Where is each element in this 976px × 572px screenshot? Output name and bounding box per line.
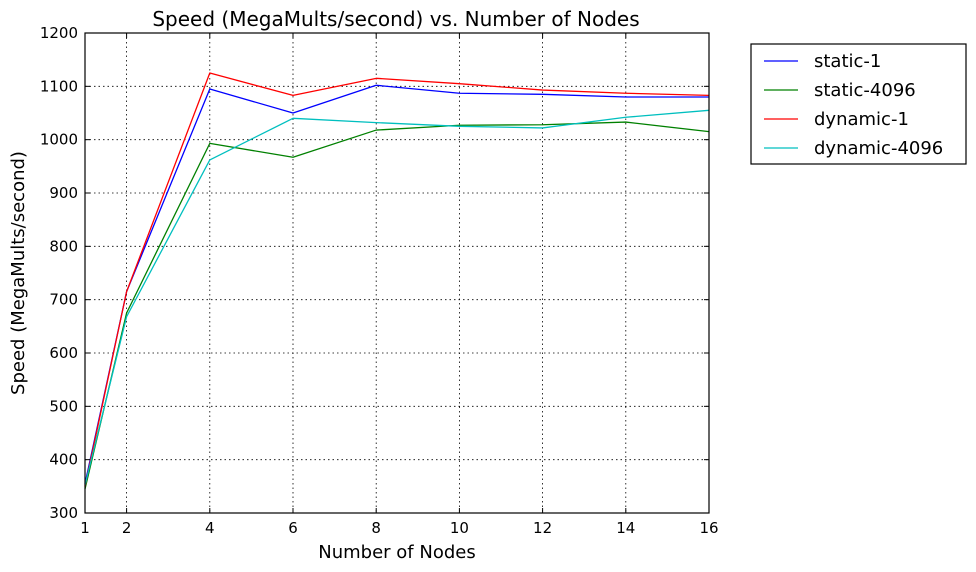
y-axis-label: Speed (MegaMults/second) bbox=[8, 151, 29, 395]
legend-items: static-1 static-4096 dynamic-1 dynamic-4096 bbox=[764, 51, 943, 159]
plot-frame bbox=[84, 32, 710, 514]
y-tick-label: 400 bbox=[49, 451, 78, 469]
x-tick-label: 2 bbox=[122, 519, 132, 537]
series-line-dynamic-4096 bbox=[84, 109, 710, 486]
series-lines bbox=[84, 72, 710, 490]
y-tick-label: 1000 bbox=[40, 131, 78, 149]
y-tick-label: 900 bbox=[49, 184, 78, 202]
series-line-static-1 bbox=[84, 84, 709, 484]
x-tick-label: 12 bbox=[533, 519, 552, 537]
x-axis-label: Number of Nodes bbox=[318, 542, 475, 563]
legend-label-static-1: static-1 bbox=[814, 51, 881, 72]
y-tick-label: 600 bbox=[49, 344, 78, 362]
y-tick-label: 1200 bbox=[40, 24, 78, 42]
grid bbox=[84, 32, 710, 514]
ticks: 1 2 4 6 8 10 12 14 16300400500600700800900100011… bbox=[40, 24, 719, 537]
legend-box bbox=[750, 43, 967, 165]
series-line-dynamic-1 bbox=[84, 72, 710, 487]
legend-label-dynamic-4096: dynamic-4096 bbox=[814, 138, 943, 159]
x-tick-label: 10 bbox=[450, 519, 469, 537]
y-tick-label: 500 bbox=[49, 397, 78, 415]
y-tick-label: 800 bbox=[49, 237, 78, 255]
x-tick-label: 14 bbox=[616, 519, 635, 537]
y-tick-label: 1100 bbox=[40, 77, 78, 95]
legend-label-static-4096: static-4096 bbox=[814, 80, 916, 101]
x-tick-label: 6 bbox=[288, 519, 298, 537]
series-line-static-4096 bbox=[84, 121, 710, 490]
x-tick-label: 4 bbox=[205, 519, 215, 537]
legend: static-1 static-4096 dynamic-1 dynamic-4096 bbox=[750, 43, 967, 165]
x-tick-label: 16 bbox=[699, 519, 718, 537]
chart-title: Speed (MegaMults/second) vs. Number of N… bbox=[152, 7, 639, 31]
x-tick-label: 1 bbox=[80, 519, 90, 537]
legend-label-dynamic-1: dynamic-1 bbox=[814, 109, 909, 130]
x-tick-label: 8 bbox=[371, 519, 381, 537]
y-tick-label: 300 bbox=[49, 504, 78, 522]
y-tick-label: 700 bbox=[49, 291, 78, 309]
